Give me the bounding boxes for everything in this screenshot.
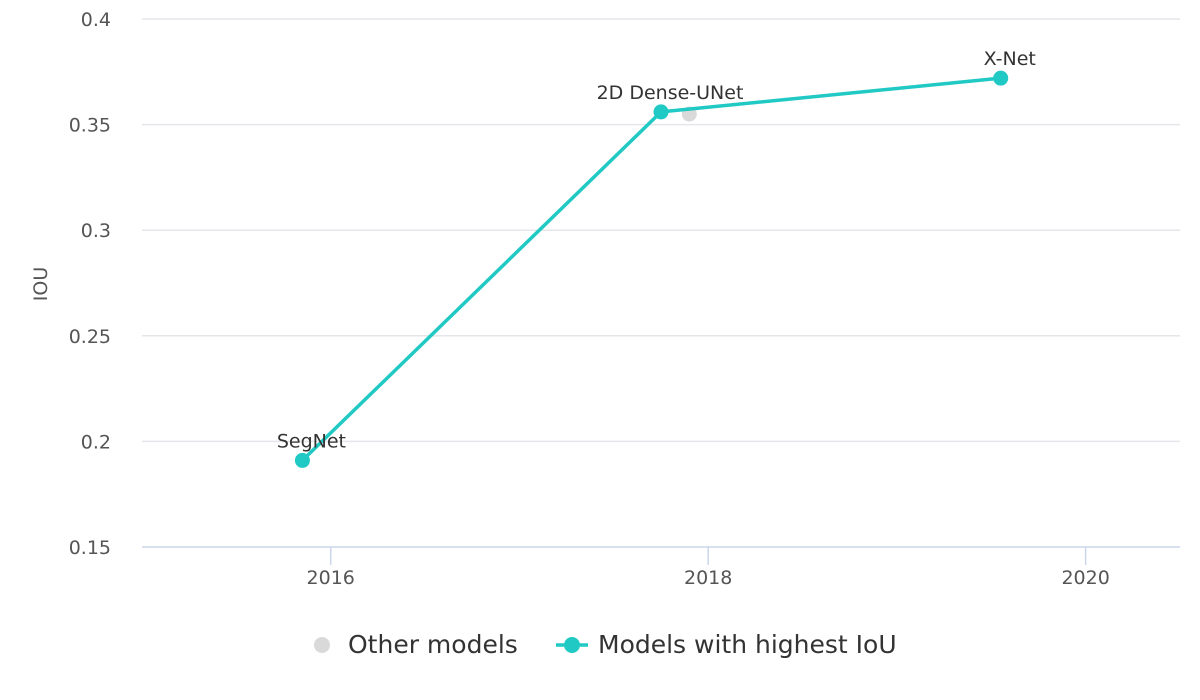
x-tick-label: 2016 [307, 567, 355, 589]
legend-label-highest-iou: Models with highest IoU [598, 630, 897, 659]
x-tick-label: 2018 [684, 567, 732, 589]
legend-item-other-models[interactable]: Other models [314, 630, 518, 659]
series-line [301, 76, 1001, 462]
highest-iou-point [294, 452, 310, 468]
highest-iou-point [653, 104, 669, 120]
y-axis: 0.15 0.2 0.25 0.3 0.35 0.4 [69, 9, 111, 559]
x-axis: 2016 2018 2020 [142, 546, 1180, 589]
gridlines [142, 18, 1180, 443]
highest-iou-point [993, 70, 1009, 86]
plot-area: SegNet 2D Dense-UNet X-Net [277, 48, 1036, 468]
legend[interactable]: Other models Models with highest IoU [314, 630, 897, 659]
point-label: SegNet [277, 430, 346, 452]
legend-marker-highest-iou [564, 637, 580, 653]
x-tick-label: 2020 [1061, 567, 1109, 589]
legend-marker-other-models [314, 637, 330, 653]
y-tick-label: 0.15 [69, 537, 111, 559]
series-highest-iou: SegNet 2D Dense-UNet X-Net [277, 48, 1036, 468]
point-label: X-Net [984, 48, 1036, 70]
y-tick-label: 0.35 [69, 115, 111, 137]
y-tick-label: 0.25 [69, 326, 111, 348]
y-tick-label: 0.2 [81, 431, 111, 453]
y-tick-label: 0.3 [81, 220, 111, 242]
legend-label-other-models: Other models [348, 630, 518, 659]
y-tick-label: 0.4 [81, 9, 111, 31]
y-axis-title: IOU [30, 267, 52, 301]
point-label: 2D Dense-UNet [597, 82, 744, 104]
legend-item-highest-iou[interactable]: Models with highest IoU [556, 630, 897, 659]
